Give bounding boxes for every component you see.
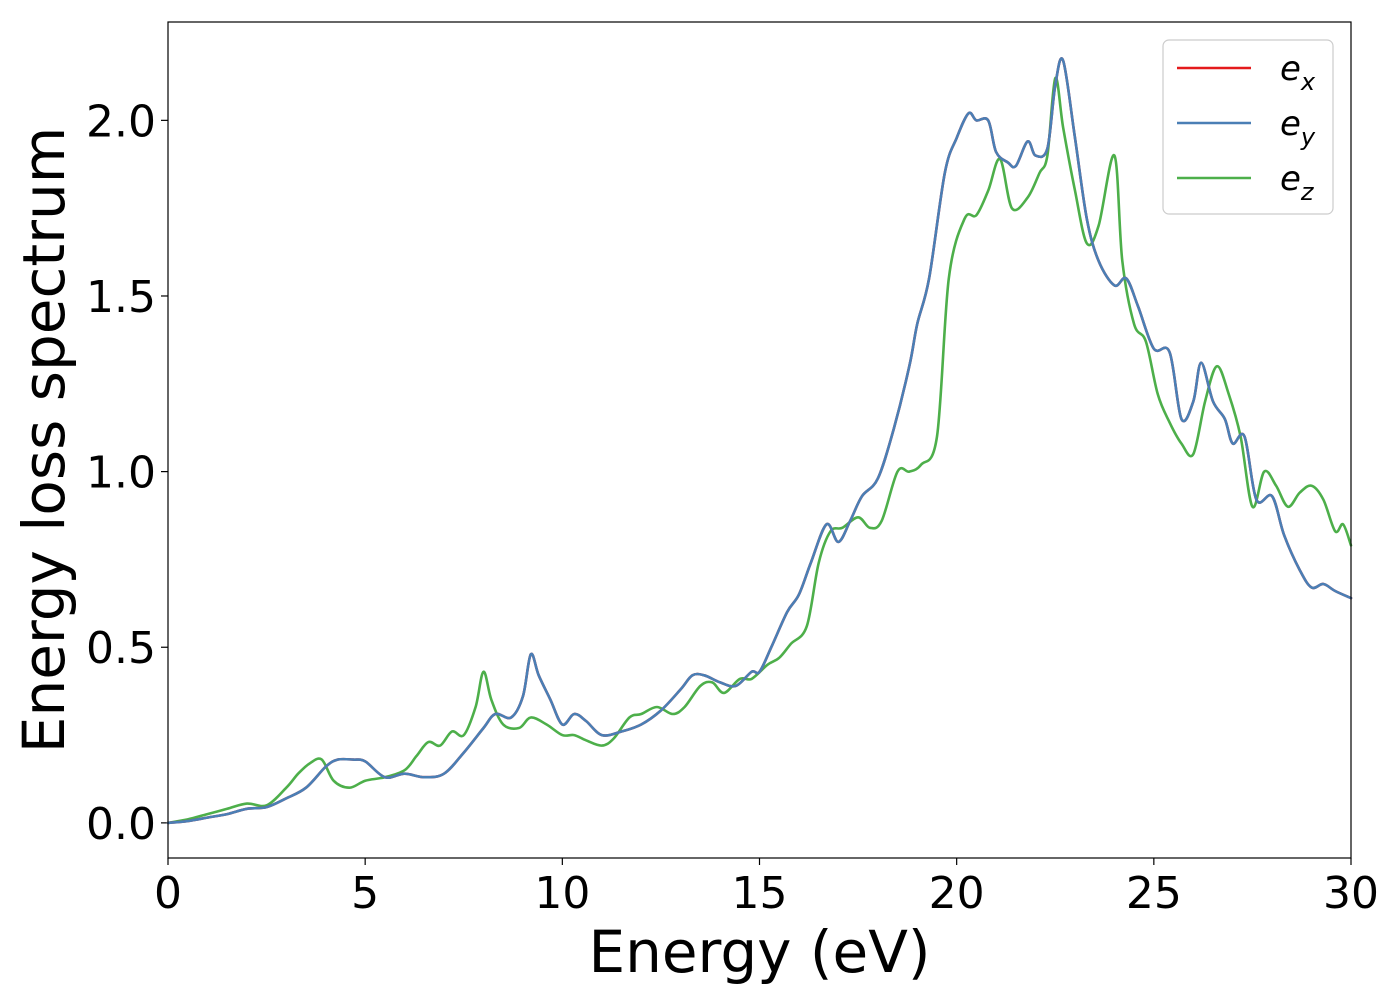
legend-label-z: ez [1280,159,1315,206]
y-tick-label: 0.0 [86,799,156,850]
y-tick-label: 0.5 [86,623,156,674]
legend-label-subscript: y [1300,123,1316,151]
series-line-z [166,76,1353,825]
series-layer [166,57,1353,825]
x-tick-label: 25 [1126,868,1182,919]
x-axis-title: Energy (eV) [588,918,930,986]
legend-label-subscript: z [1300,178,1315,206]
x-tick-label: 15 [732,868,788,919]
y-axis-ticks: 0.0 0.5 1.0 1.5 2.0 [86,96,168,850]
y-tick-label: 1.5 [86,272,156,323]
x-tick-label: 10 [534,868,590,919]
x-tick-label: 0 [154,868,182,919]
y-axis-title: Energy loss spectrum [10,127,78,753]
legend-label-main: e [1280,104,1301,144]
series-line-y [166,57,1353,825]
legend-box [1162,39,1334,215]
x-tick-label: 5 [351,868,379,919]
legend-label-y: ey [1280,104,1316,151]
legend-label-subscript: x [1300,68,1316,96]
legend-label-main: e [1280,49,1301,89]
y-tick-label: 2.0 [86,96,156,147]
plot-frame [167,21,1352,859]
y-tick-label: 1.0 [86,448,156,499]
x-tick-label: 20 [929,868,985,919]
x-axis-ticks: 0 5 10 15 20 25 30 [154,858,1379,919]
legend-label-main: e [1280,159,1301,199]
x-tick-label: 30 [1323,868,1379,919]
legend-label-x: ex [1280,49,1316,96]
